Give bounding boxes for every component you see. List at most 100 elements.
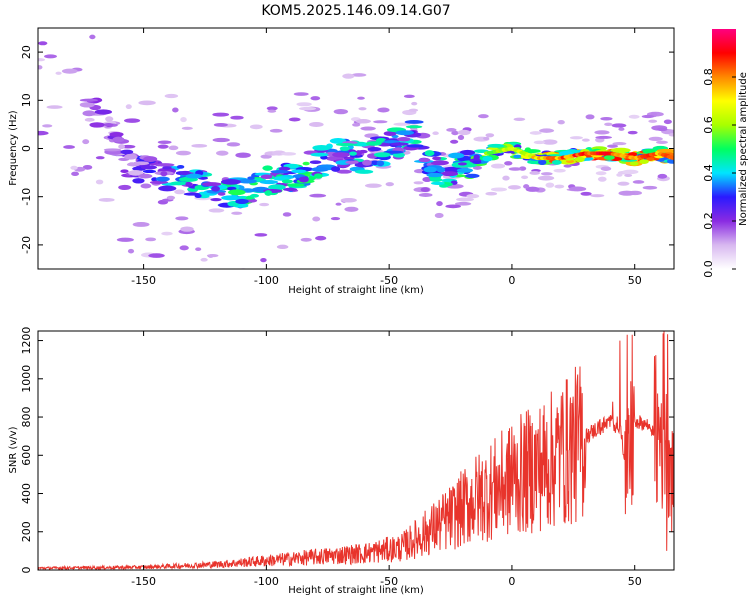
snr-frame — [37, 330, 675, 571]
spectral-blob — [300, 237, 312, 242]
spectral-blob — [221, 195, 241, 201]
spectral-blob — [666, 158, 674, 164]
spectral-blob — [430, 160, 449, 166]
spectral-blob — [595, 171, 607, 176]
spectral-blob — [206, 254, 219, 258]
spectral-blob — [377, 107, 390, 113]
spectral-blob — [459, 149, 476, 156]
spectral-blob — [648, 119, 658, 123]
spectral-blob — [362, 159, 372, 166]
spectral-blob — [333, 109, 349, 115]
spectral-blob — [312, 144, 331, 151]
spectral-blob — [563, 164, 572, 168]
snr-y-tick-label: 200 — [20, 521, 33, 542]
chart-title: KOM5.2025.146.09.14.G07 — [261, 3, 450, 19]
spectrogram-y-tick-label: 10 — [20, 93, 33, 107]
spectral-blob — [385, 182, 394, 187]
spectral-blob — [490, 187, 508, 192]
spectral-blob — [221, 179, 241, 185]
spectral-blob — [201, 182, 222, 187]
spectral-blob — [330, 166, 341, 172]
spectral-blob — [406, 144, 424, 148]
spectral-blob — [523, 184, 530, 189]
spectral-blob — [132, 178, 145, 184]
spectral-blob — [336, 169, 352, 174]
spectral-blob — [490, 163, 506, 169]
spectral-blob — [315, 235, 327, 241]
spectral-blob — [168, 145, 179, 151]
spectral-blob — [616, 173, 623, 177]
spectral-blob — [191, 143, 208, 148]
spectral-blob — [308, 121, 324, 128]
spectral-blob — [482, 156, 493, 162]
spectral-blob — [128, 169, 144, 176]
spectral-blob — [360, 126, 376, 131]
spectral-blob — [262, 165, 273, 171]
spectral-blob — [373, 152, 391, 158]
colorbar-tick-label: 0.4 — [702, 164, 715, 182]
spectral-blob — [628, 152, 638, 156]
spectral-blob — [432, 131, 439, 136]
spectral-blob — [38, 41, 48, 46]
spectral-blob — [125, 104, 132, 110]
snr-line — [38, 331, 674, 570]
spectral-blob — [194, 193, 202, 198]
spectral-blob — [408, 108, 419, 112]
spectral-blob — [61, 5, 67, 9]
spectral-blob — [310, 96, 321, 101]
spectral-blob — [124, 118, 141, 123]
spectrogram-x-tick-label: 50 — [628, 274, 642, 287]
spectral-blob — [502, 175, 510, 181]
spectral-blob — [404, 120, 424, 124]
spectral-blob — [94, 109, 113, 115]
spectral-blob — [82, 139, 90, 145]
spectral-blob — [594, 130, 610, 135]
spectral-blob — [254, 233, 268, 237]
spectral-blob — [103, 122, 114, 127]
spectral-blob — [574, 156, 585, 163]
spectral-blob — [174, 189, 185, 195]
spectral-blob — [663, 119, 672, 125]
spectral-blob — [472, 165, 482, 170]
spectral-blob — [483, 136, 490, 141]
spectral-blob — [282, 212, 292, 217]
snr-x-tick-label: 50 — [628, 575, 642, 588]
spectral-blob — [397, 137, 411, 142]
spectral-blob — [457, 162, 467, 166]
spectral-blob — [176, 164, 185, 169]
spectral-blob — [143, 156, 158, 163]
spectral-blob — [166, 195, 176, 200]
spectral-blob — [487, 143, 505, 148]
spectral-blob — [358, 107, 367, 111]
spectral-blob — [259, 202, 270, 207]
spectral-blob — [175, 216, 189, 221]
spectral-blob — [217, 192, 226, 196]
spectral-blob — [63, 145, 76, 149]
spectral-blob — [148, 253, 165, 258]
spectrogram-x-tick-label: -50 — [380, 274, 398, 287]
spectral-blob — [529, 171, 541, 175]
spectral-blob — [120, 169, 129, 174]
spectral-blob — [457, 129, 471, 136]
spectral-blob — [656, 127, 668, 132]
spectral-blob — [418, 193, 433, 197]
spectral-blob — [212, 137, 230, 143]
spectral-blob — [472, 160, 482, 164]
spectral-blob — [160, 171, 168, 177]
spectral-blob — [367, 147, 382, 152]
spectral-blob — [157, 144, 169, 149]
spectral-blob — [639, 159, 649, 165]
spectral-blob — [269, 128, 283, 133]
spectral-blob — [155, 163, 175, 167]
spectral-blob — [281, 179, 294, 184]
spectral-blob — [632, 180, 645, 184]
spectral-blob — [390, 142, 409, 146]
snr-x-label: Height of straight line (km) — [288, 585, 424, 596]
spectral-blob — [629, 161, 639, 166]
spectral-blob — [533, 140, 546, 145]
spectral-blob — [617, 181, 630, 186]
spectral-blob — [172, 107, 179, 113]
spectrogram-y-label: Frequency (Hz) — [8, 110, 19, 186]
spectral-blob — [465, 173, 480, 179]
spectral-blob — [302, 161, 310, 166]
